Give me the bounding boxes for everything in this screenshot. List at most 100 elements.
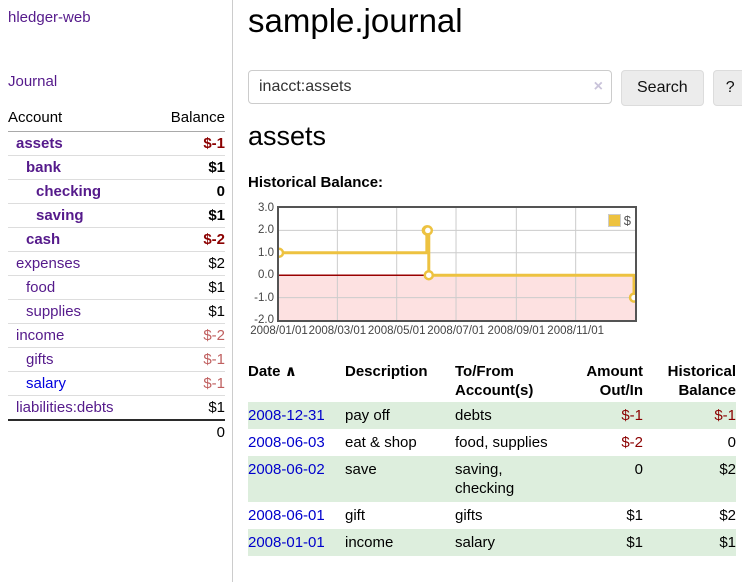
transactions-table: Date ∧ Description To/From Account(s) Amo… (248, 360, 736, 556)
transaction-date-link[interactable]: 2008-01-01 (248, 534, 325, 551)
account-balance: $1 (151, 203, 225, 228)
account-link[interactable]: food (26, 279, 56, 296)
balance-column-header-main: Historical Balance (667, 363, 736, 399)
transaction-balance-cell: $-1 (643, 402, 736, 429)
transaction-date-link[interactable]: 2008-06-01 (248, 507, 325, 524)
transaction-description-cell: eat & shop (345, 434, 417, 451)
account-balance-table: Account Balance assets $-1 bank $1 checking 0… (8, 106, 225, 444)
account-balance: $-2 (151, 227, 225, 252)
account-link[interactable]: checking (36, 183, 102, 200)
account-row: supplies $1 (8, 299, 225, 324)
x-axis-tick-label: 2008/09/01 (487, 325, 546, 337)
account-link[interactable]: expenses (16, 255, 81, 272)
transaction-row[interactable]: 2008-06-01 gift gifts $1 $2 (248, 502, 736, 529)
transaction-row[interactable]: 2008-06-03 eat & shop food, supplies $-2 0 (248, 429, 736, 456)
transaction-balance-cell: $1 (643, 529, 736, 556)
clear-search-icon[interactable]: × (593, 78, 603, 95)
account-link[interactable]: cash (26, 231, 61, 248)
transaction-date-cell: 2008-12-31 (248, 402, 345, 429)
account-link[interactable]: saving (36, 207, 84, 224)
legend-label: $ (623, 213, 631, 228)
x-axis-tick-label: 2008/07/01 (427, 325, 485, 337)
account-column-header: Account (8, 106, 152, 132)
account-row: checking 0 (8, 179, 225, 204)
sort-ascending-icon: ∧ (284, 363, 297, 380)
account-balance: $1 (151, 299, 225, 324)
account-row: assets $-1 (8, 131, 225, 156)
help-button[interactable]: ? (712, 70, 742, 106)
account-balance: 0 (151, 179, 225, 204)
transaction-accounts-cell: salary (455, 529, 558, 556)
account-link[interactable]: income (16, 327, 65, 344)
account-balance: $-1 (151, 347, 225, 372)
transaction-amount-cell: $1 (558, 529, 643, 556)
description-column-header: Description (345, 363, 428, 380)
account-balance: $1 (151, 395, 225, 421)
account-link[interactable]: supplies (26, 303, 82, 320)
account-heading: assets (248, 121, 327, 151)
balance-column-header: Balance (151, 106, 225, 132)
transaction-description-cell: gift (345, 507, 366, 524)
search-input[interactable] (248, 70, 612, 104)
transaction-date-link[interactable]: 2008-06-03 (248, 434, 325, 451)
x-axis-tick-label: 2008/05/01 (367, 325, 426, 337)
transaction-balance-cell: $2 (719, 507, 736, 524)
account-link[interactable]: salary (26, 375, 67, 392)
transaction-row[interactable]: 2008-01-01 income salary $1 $1 (248, 529, 736, 556)
account-link[interactable]: liabilities:debts (16, 399, 114, 416)
transaction-accounts-cell: debts (455, 402, 558, 429)
x-axis-tick-label: 2008/03/01 (308, 325, 367, 337)
account-balance: $-1 (151, 131, 225, 156)
account-row: liabilities:debts $1 (8, 395, 225, 421)
date-column-header[interactable]: Date ∧ (248, 363, 297, 380)
transactions-body: 2008-12-31 pay off debts $-1 $-1 2008-06-03 ea… (248, 402, 736, 556)
account-row: expenses $2 (8, 251, 225, 276)
account-table-header: Account Balance (8, 106, 225, 132)
transaction-date-cell: 2008-06-02 (248, 456, 345, 502)
transaction-description-cell: save (345, 456, 455, 502)
transaction-date-cell: 2008-01-01 (248, 529, 345, 556)
transaction-amount-cell: 0 (558, 456, 643, 502)
account-link[interactable]: bank (26, 159, 62, 176)
legend-color-swatch (607, 214, 621, 227)
transaction-accounts-cell: saving, checking (455, 456, 558, 502)
x-axis-tick-label: 2008/11/01 (547, 325, 605, 337)
account-row: saving $1 (8, 203, 225, 228)
sidebar-item-journal[interactable]: Journal (8, 73, 58, 90)
total-balance: 0 (151, 419, 225, 444)
chart-plot-area[interactable]: $ (277, 206, 637, 322)
account-row: gifts $-1 (8, 347, 225, 372)
transaction-accounts-cell: gifts (455, 507, 483, 524)
y-axis-tick-label: -1.0 (254, 291, 274, 304)
transaction-description-cell: income (345, 529, 455, 556)
account-balance: $-1 (151, 371, 225, 396)
search-form: × Search ? (248, 70, 742, 106)
transaction-date-cell: 2008-06-03 (248, 429, 345, 456)
historical-balance-chart: $ 3.0 2.0 1.0 0.0 -1.0 -2.0 2008/01/01 2008/03/… (248, 201, 736, 341)
transaction-amount-cell: $-1 (558, 402, 643, 429)
transaction-date-cell: 2008-06-01 (248, 502, 345, 529)
transaction-date-link[interactable]: 2008-06-02 (248, 461, 325, 478)
account-row: bank $1 (8, 155, 225, 180)
transaction-row[interactable]: 2008-12-31 pay off debts $-1 $-1 (248, 402, 736, 429)
search-button[interactable]: Search (621, 70, 704, 106)
y-axis-tick-label: 3.0 (258, 202, 274, 214)
sidebar: hledger-web Journal Account Balance asse… (0, 0, 233, 582)
y-axis-tick-label: -2.0 (254, 314, 274, 326)
historical-balance-label: Historical Balance: (248, 174, 384, 191)
y-axis-tick-label: 1.0 (258, 246, 274, 259)
account-link[interactable]: assets (16, 135, 63, 152)
transactions-header-row: Date ∧ Description To/From Account(s) Amo… (248, 360, 736, 402)
accounts-column-header: To/From Account(s) (455, 363, 534, 399)
chart-legend: $ (607, 213, 631, 228)
transaction-date-link[interactable]: 2008-12-31 (248, 407, 325, 424)
account-total-row: 0 (8, 419, 225, 444)
brand-link[interactable]: hledger-web (8, 9, 91, 26)
page-title: sample.journal (248, 2, 463, 39)
account-balance: $1 (151, 155, 225, 180)
account-balance: $-2 (151, 323, 225, 348)
transaction-balance-cell: 0 (727, 434, 736, 451)
transaction-balance-cell: $2 (643, 456, 736, 502)
transaction-row[interactable]: 2008-06-02 save saving, checking 0 $2 (248, 456, 736, 502)
account-link[interactable]: gifts (26, 351, 54, 368)
